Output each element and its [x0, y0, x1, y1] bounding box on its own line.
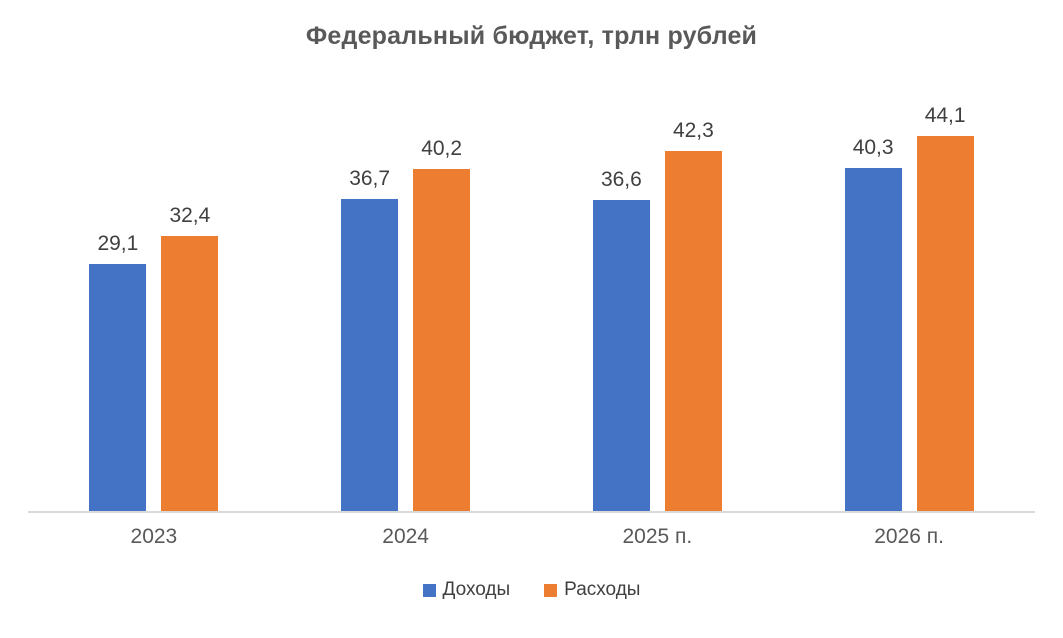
x-axis-label-2024: 2024: [382, 525, 429, 548]
bar-wrap: 40,3: [844, 136, 902, 511]
x-axis-label-2026 п.: 2026 п.: [874, 525, 944, 548]
bar-group-2026 п.: 40,3 44,1: [844, 104, 974, 511]
data-label: 36,6: [600, 167, 642, 191]
legend-label: Расходы: [564, 579, 641, 600]
bar-group-2023: 29,1 32,4: [89, 203, 219, 511]
bar-Доходы-2026 п.: [844, 168, 902, 511]
bar-group-2024: 36,7 40,2: [341, 137, 471, 511]
bar-Расходы-2026 п.: [916, 136, 974, 511]
data-label: 40,2: [421, 137, 463, 161]
bar-wrap: 32,4: [161, 203, 219, 511]
legend-label: Доходы: [442, 579, 511, 600]
legend-item-Доходы: Доходы: [422, 579, 511, 601]
bar-Доходы-2024: [341, 199, 399, 511]
bar-Расходы-2025 п.: [664, 151, 722, 511]
x-axis-labels: 2023 2024 2025 п. 2026 п.: [28, 513, 1035, 549]
data-label: 29,1: [97, 231, 139, 255]
data-label: 36,7: [349, 167, 391, 191]
bar-group-2025 п.: 36,6 42,3: [592, 119, 722, 511]
x-axis-label-2025 п.: 2025 п.: [622, 525, 693, 548]
plot-area: 29,1 32,4 36,7 40,2 36,6 42,3 40,3 44,1: [28, 86, 1035, 513]
legend-swatch-icon: [422, 583, 436, 597]
bar-Расходы-2023: [161, 235, 219, 511]
bar-Расходы-2024: [413, 169, 471, 511]
bar-wrap: 36,6: [592, 167, 650, 511]
data-label: 40,3: [852, 136, 894, 160]
bar-Доходы-2023: [89, 263, 147, 511]
legend: Доходы Расходы: [0, 579, 1063, 601]
bar-wrap: 42,3: [664, 119, 722, 511]
x-axis-label-2023: 2023: [130, 525, 178, 548]
data-label: 32,4: [169, 203, 211, 227]
bar-wrap: 40,2: [413, 137, 471, 511]
bar-wrap: 44,1: [916, 104, 974, 511]
legend-item-Расходы: Расходы: [544, 579, 640, 601]
data-label: 44,1: [924, 104, 966, 128]
data-label: 42,3: [672, 119, 714, 143]
bar-wrap: 29,1: [89, 231, 147, 511]
bar-Доходы-2025 п.: [592, 199, 650, 511]
bar-wrap: 36,7: [341, 167, 399, 511]
legend-swatch-icon: [544, 583, 558, 597]
chart-title: Федеральный бюджет, трлн рублей: [305, 22, 758, 50]
